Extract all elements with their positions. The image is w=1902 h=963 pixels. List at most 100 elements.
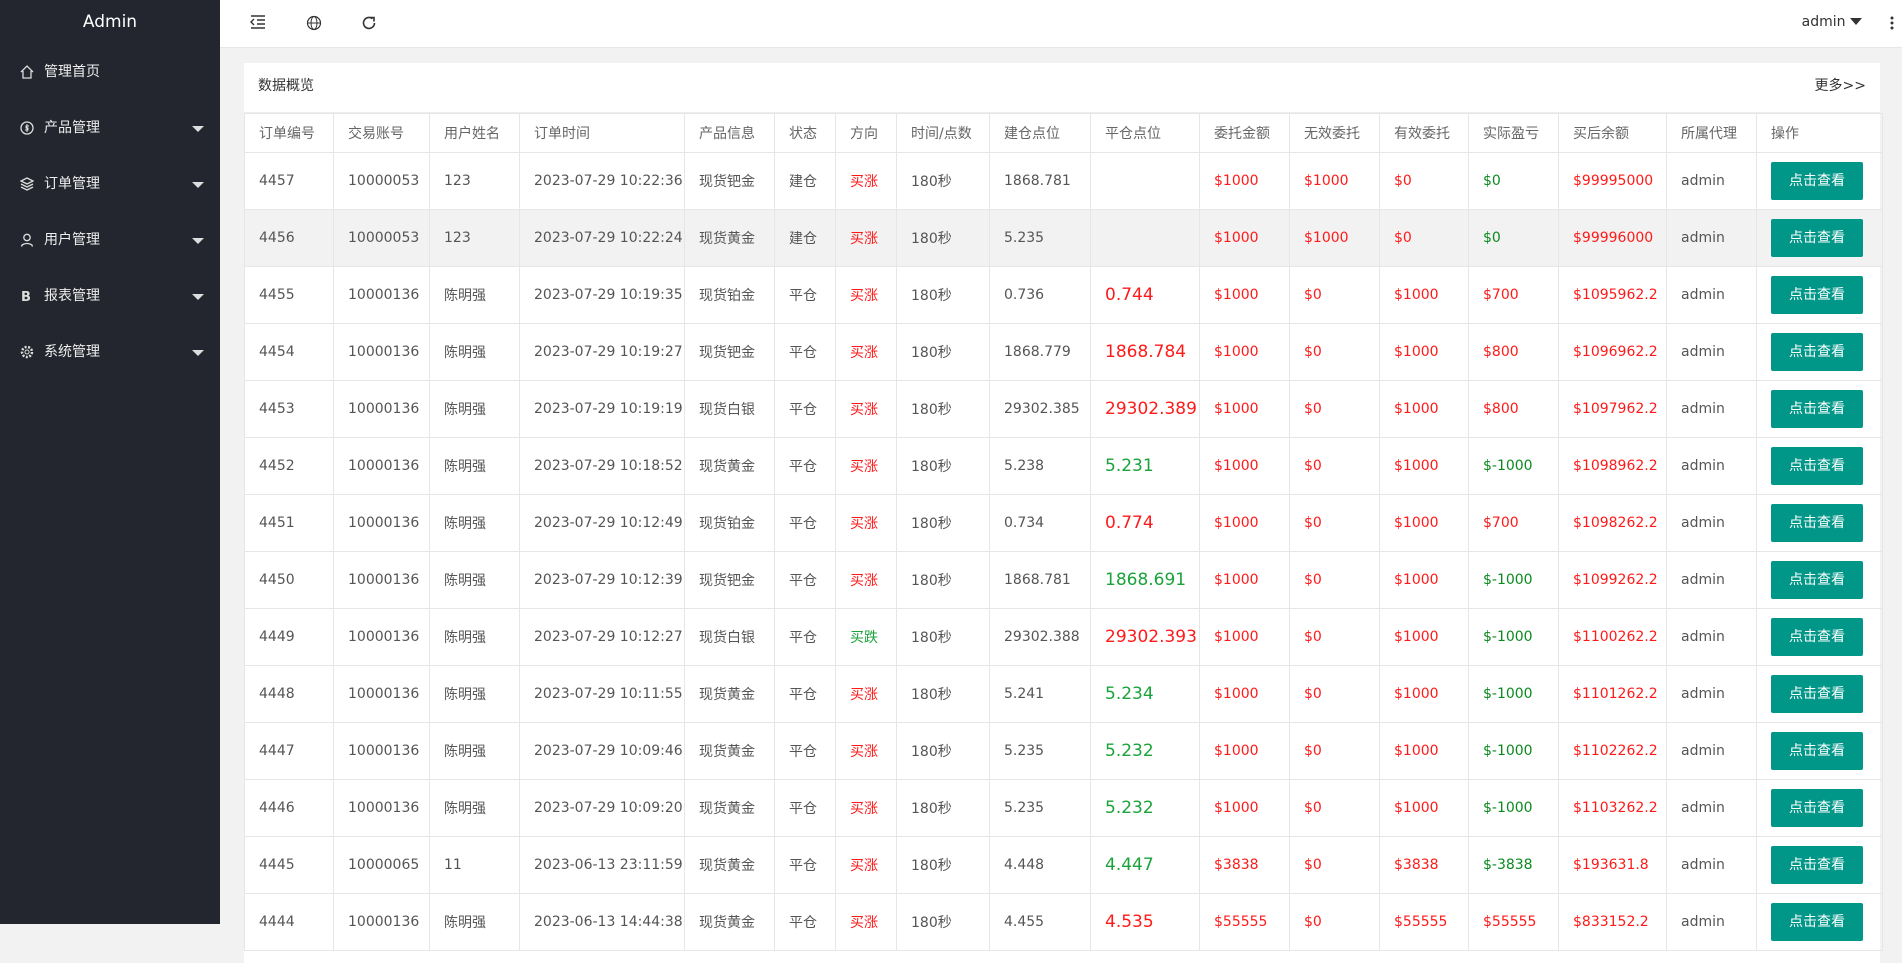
table-cell xyxy=(1090,209,1200,267)
table-cell: 10000136 xyxy=(333,266,430,324)
table-cell: 2023-06-13 23:11:59 xyxy=(519,836,685,894)
table-cell: $1098262.2 xyxy=(1558,494,1667,552)
table-cell: $-3838 xyxy=(1468,836,1559,894)
view-button[interactable]: 点击查看 xyxy=(1771,162,1863,200)
table-cell: $0 xyxy=(1289,551,1380,609)
view-button[interactable]: 点击查看 xyxy=(1771,504,1863,542)
table-cell: $0 xyxy=(1289,836,1380,894)
view-button[interactable]: 点击查看 xyxy=(1771,732,1863,770)
table-cell: $0 xyxy=(1289,494,1380,552)
table-cell: 4452 xyxy=(244,437,334,495)
table-cell: 5.235 xyxy=(989,722,1091,780)
table-cell: 买涨 xyxy=(835,722,897,780)
table-cell: 平仓 xyxy=(774,836,836,894)
column-header: 产品信息 xyxy=(684,113,775,153)
table-cell: 现货黄金 xyxy=(684,722,775,780)
action-cell: 点击查看 xyxy=(1756,608,1883,666)
menu-item[interactable]: B 报表管理 xyxy=(0,268,220,324)
table-cell: 买涨 xyxy=(835,836,897,894)
view-button[interactable]: 点击查看 xyxy=(1771,219,1863,257)
table-cell: 陈明强 xyxy=(429,665,520,723)
view-button[interactable]: 点击查看 xyxy=(1771,333,1863,371)
table-cell: 现货黄金 xyxy=(684,665,775,723)
table-cell: 平仓 xyxy=(774,779,836,837)
table-cell: $1103262.2 xyxy=(1558,779,1667,837)
table-cell: 5.232 xyxy=(1090,722,1200,780)
menu-item[interactable]: 订单管理 xyxy=(0,156,220,212)
table-cell: 4450 xyxy=(244,551,334,609)
table-cell: 陈明强 xyxy=(429,494,520,552)
table-cell: admin xyxy=(1666,152,1757,210)
collapse-icon[interactable] xyxy=(250,15,266,29)
globe-icon[interactable] xyxy=(306,15,322,31)
table-cell: 现货黄金 xyxy=(684,209,775,267)
table-cell: 4.535 xyxy=(1090,893,1200,951)
table-cell: 2023-06-13 14:44:38 xyxy=(519,893,685,951)
table-cell: $55555 xyxy=(1199,893,1290,951)
table-cell: $0 xyxy=(1289,608,1380,666)
table-cell: $1000 xyxy=(1379,380,1469,438)
table-cell: admin xyxy=(1666,494,1757,552)
view-button[interactable]: 点击查看 xyxy=(1771,390,1863,428)
column-header: 有效委托 xyxy=(1379,113,1469,153)
more-icon[interactable] xyxy=(1890,16,1894,30)
table-cell: 0.736 xyxy=(989,266,1091,324)
more-link[interactable]: 更多>> xyxy=(1814,78,1866,94)
table-cell: 2023-07-29 10:12:49 xyxy=(519,494,685,552)
table-cell: $-1000 xyxy=(1468,665,1559,723)
table-cell: $1000 xyxy=(1379,608,1469,666)
table-cell: 买涨 xyxy=(835,209,897,267)
table-cell: 5.231 xyxy=(1090,437,1200,495)
menu-item[interactable]: 用户管理 xyxy=(0,212,220,268)
table-cell: admin xyxy=(1666,209,1757,267)
table-cell: 1868.691 xyxy=(1090,551,1200,609)
menu-item[interactable]: 产品管理 xyxy=(0,100,220,156)
column-header: 委托金额 xyxy=(1199,113,1290,153)
view-button[interactable]: 点击查看 xyxy=(1771,618,1863,656)
table-cell: 10000136 xyxy=(333,494,430,552)
table-cell: 平仓 xyxy=(774,722,836,780)
table-cell: 买涨 xyxy=(835,380,897,438)
table-cell: $0 xyxy=(1289,779,1380,837)
table-cell: 0.734 xyxy=(989,494,1091,552)
refresh-icon[interactable] xyxy=(361,15,377,31)
column-header: 时间/点数 xyxy=(896,113,990,153)
view-button[interactable]: 点击查看 xyxy=(1771,846,1863,884)
view-button[interactable]: 点击查看 xyxy=(1771,447,1863,485)
table-cell: 10000136 xyxy=(333,437,430,495)
view-button[interactable]: 点击查看 xyxy=(1771,675,1863,713)
view-button[interactable]: 点击查看 xyxy=(1771,903,1863,941)
table-cell: $1000 xyxy=(1379,266,1469,324)
user-menu[interactable]: admin xyxy=(1802,0,1862,44)
view-button[interactable]: 点击查看 xyxy=(1771,789,1863,827)
table-cell: 10000136 xyxy=(333,665,430,723)
table-cell: 29302.388 xyxy=(989,608,1091,666)
menu-item[interactable]: 管理首页 xyxy=(0,44,220,100)
table-cell: 4451 xyxy=(244,494,334,552)
table-cell: 买涨 xyxy=(835,665,897,723)
table-cell: 陈明强 xyxy=(429,551,520,609)
table-cell: 买涨 xyxy=(835,266,897,324)
column-header: 订单编号 xyxy=(244,113,334,153)
table-cell: $1100262.2 xyxy=(1558,608,1667,666)
table-cell: $1000 xyxy=(1199,152,1290,210)
table-cell: admin xyxy=(1666,893,1757,951)
table-cell: $0 xyxy=(1289,665,1380,723)
table-cell: 4.447 xyxy=(1090,836,1200,894)
table-cell: 4456 xyxy=(244,209,334,267)
card: 数据概览 更多>> 订单编号 交易账号 用户姓名 订单时间 产品信息 状态 方向 时间/点数 建仓… xyxy=(244,63,1883,963)
view-button[interactable]: 点击查看 xyxy=(1771,276,1863,314)
table-cell: 10000136 xyxy=(333,323,430,381)
table-row: 4444 10000136 陈明强 2023-06-13 14:44:38 现货黄金 平仓… xyxy=(244,893,1883,951)
table-cell: $1000 xyxy=(1199,722,1290,780)
table-cell: $0 xyxy=(1468,152,1559,210)
table-cell: 180秒 xyxy=(896,551,990,609)
table-cell: 买涨 xyxy=(835,323,897,381)
action-cell: 点击查看 xyxy=(1756,209,1883,267)
table-cell: 29302.393 xyxy=(1090,608,1200,666)
table-cell: admin xyxy=(1666,836,1757,894)
table-cell: admin xyxy=(1666,437,1757,495)
table-cell: 4449 xyxy=(244,608,334,666)
menu-item[interactable]: 系统管理 xyxy=(0,324,220,380)
view-button[interactable]: 点击查看 xyxy=(1771,561,1863,599)
